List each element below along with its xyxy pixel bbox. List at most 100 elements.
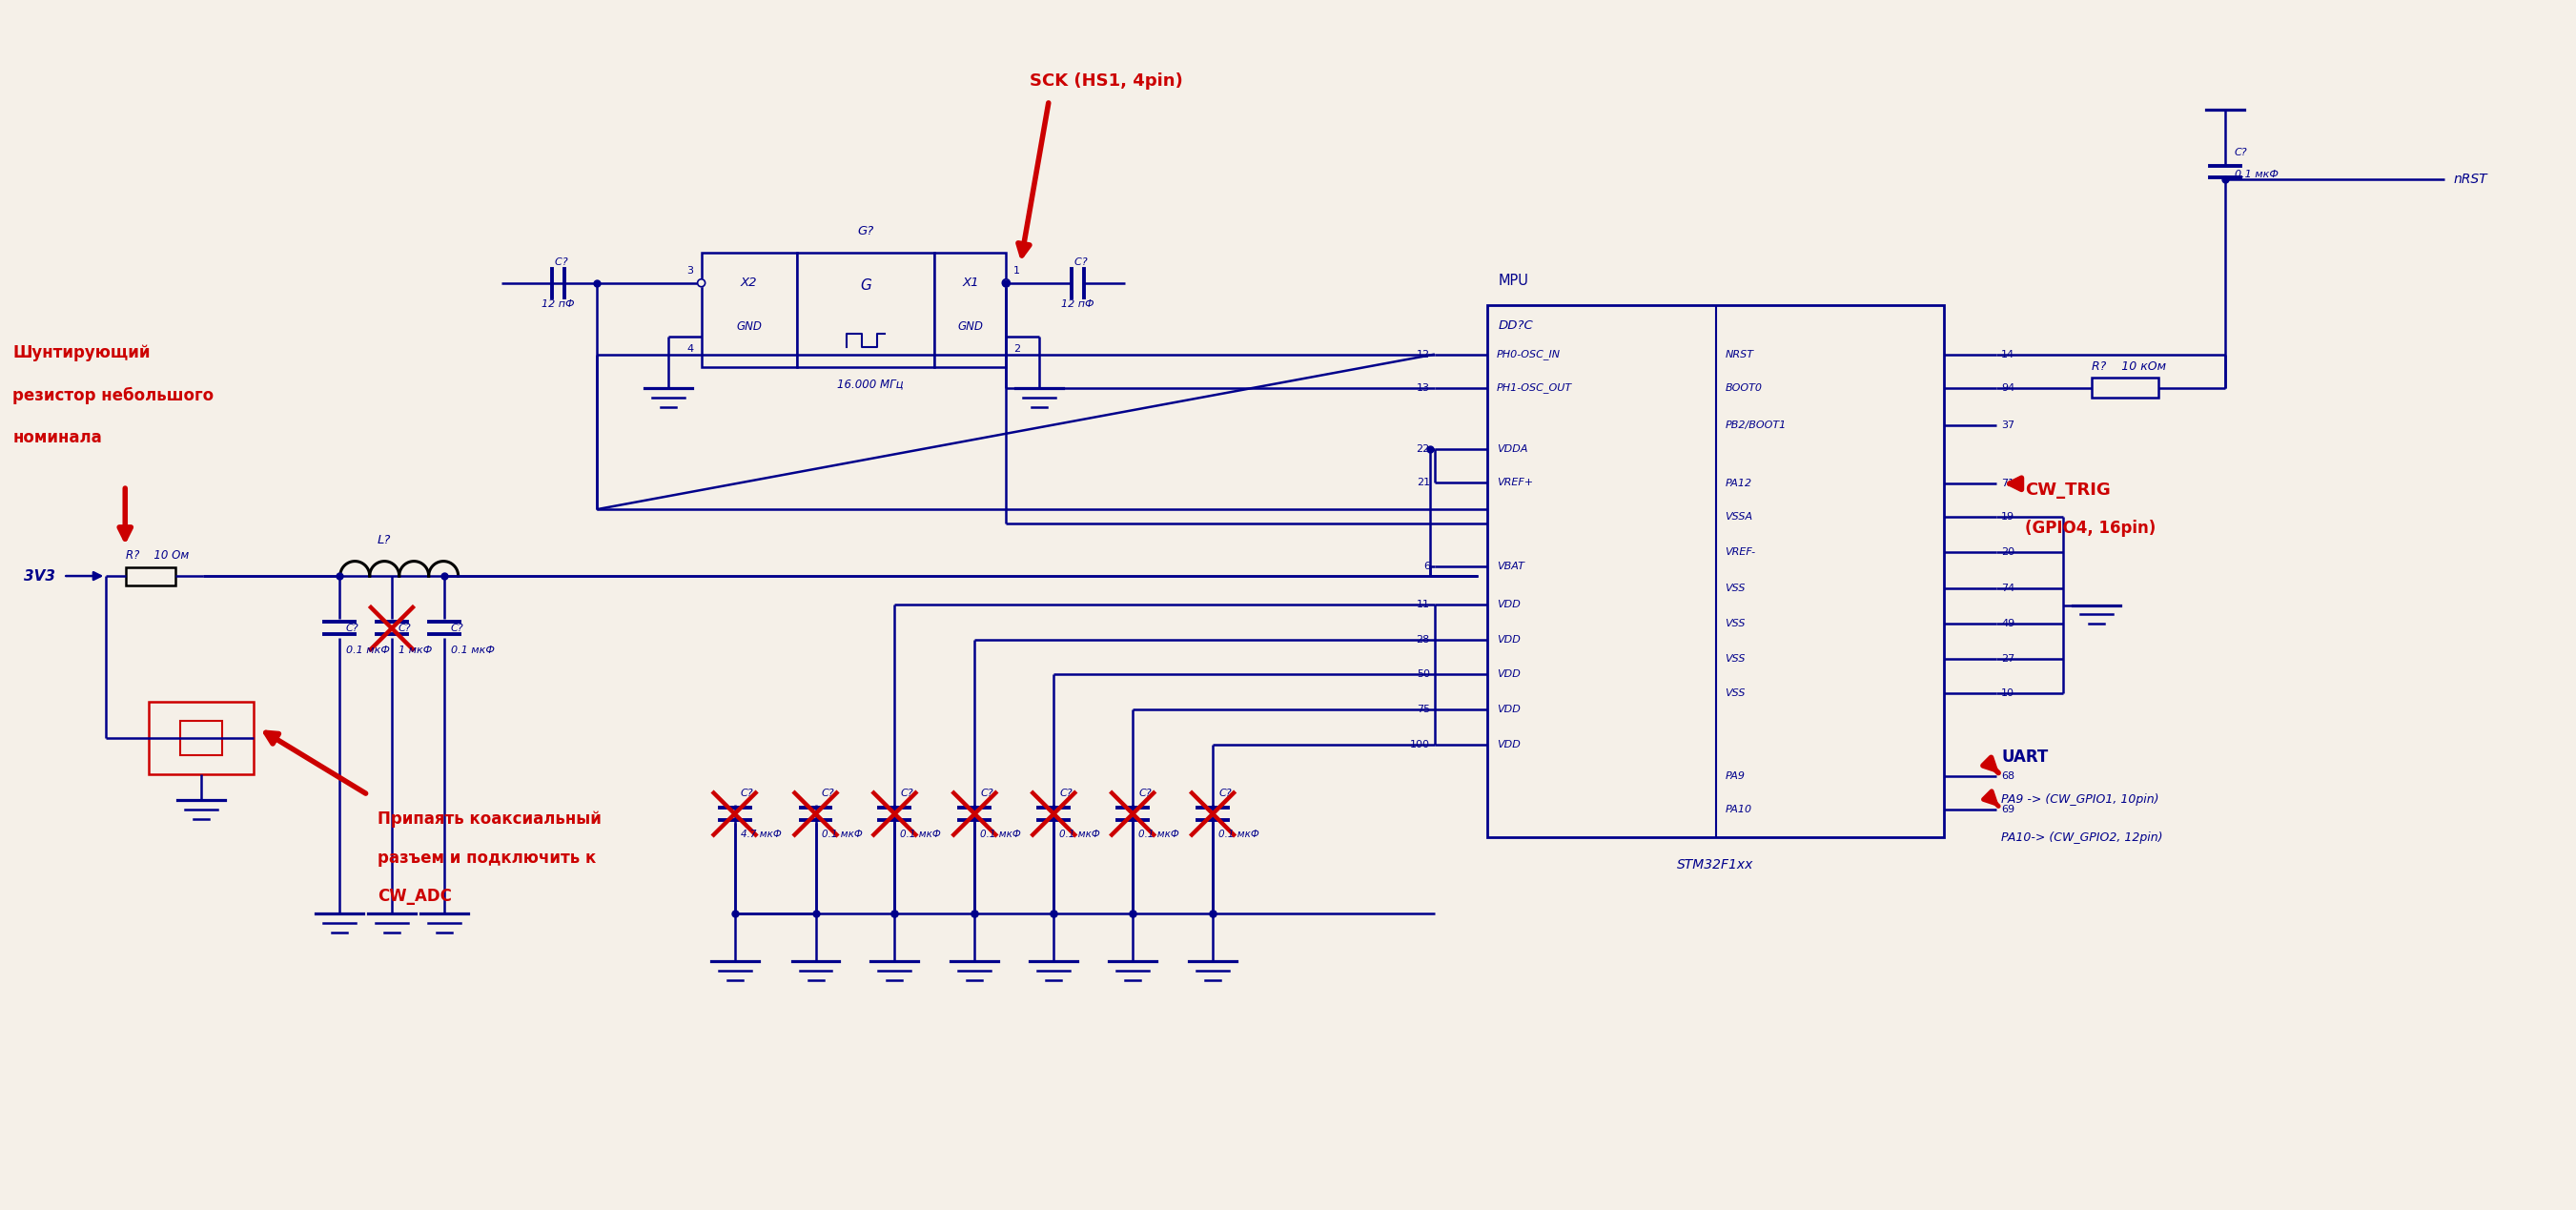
Bar — [701, 253, 796, 367]
Text: VSS: VSS — [1726, 618, 1747, 628]
Text: 21: 21 — [1417, 478, 1430, 488]
Circle shape — [698, 280, 706, 287]
Text: C?: C? — [549, 258, 569, 266]
Text: 28: 28 — [1417, 635, 1430, 645]
Text: 2: 2 — [1015, 344, 1020, 353]
Text: 49: 49 — [2002, 618, 2014, 628]
Text: C?: C? — [451, 623, 464, 633]
Text: C?: C? — [902, 788, 914, 797]
Text: 71: 71 — [2002, 479, 2014, 489]
Text: 1 мкФ: 1 мкФ — [399, 645, 433, 655]
Text: резистор небольшого: резистор небольшого — [13, 386, 214, 404]
Text: GND: GND — [737, 321, 762, 333]
Text: C?: C? — [2233, 148, 2249, 157]
Text: 20: 20 — [2002, 547, 2014, 557]
Text: 19: 19 — [2002, 512, 2014, 522]
Text: VDD: VDD — [1497, 600, 1520, 610]
Text: 0.1 мкФ: 0.1 мкФ — [1139, 830, 1180, 840]
Text: X2: X2 — [742, 277, 757, 289]
Text: 50: 50 — [1417, 669, 1430, 679]
Text: 0.1 мкФ: 0.1 мкФ — [451, 645, 495, 655]
Text: 74: 74 — [2002, 583, 2014, 593]
Text: VSS: VSS — [1726, 688, 1747, 698]
Text: номинала: номинала — [13, 430, 103, 446]
Text: PA10-> (CW_GPIO2, 12pin): PA10-> (CW_GPIO2, 12pin) — [2002, 831, 2164, 843]
Text: C?: C? — [1139, 788, 1151, 797]
Text: G: G — [860, 278, 871, 293]
Text: VREF-: VREF- — [1726, 547, 1757, 557]
Text: C?: C? — [822, 788, 835, 797]
Text: 4: 4 — [688, 344, 693, 353]
Text: CW_TRIG: CW_TRIG — [2025, 482, 2110, 499]
Text: VSSA: VSSA — [1726, 512, 1752, 522]
Text: VBAT: VBAT — [1497, 561, 1525, 571]
Text: PH1-OSC_OUT: PH1-OSC_OUT — [1497, 382, 1571, 393]
Text: 0.1 мкФ: 0.1 мкФ — [1218, 830, 1260, 840]
Text: C?: C? — [1218, 788, 1231, 797]
Text: 13: 13 — [1417, 382, 1430, 392]
Text: C?: C? — [345, 623, 358, 633]
Text: 0.1 мкФ: 0.1 мкФ — [345, 645, 389, 655]
Text: 16.000 МГц: 16.000 МГц — [837, 378, 904, 390]
Circle shape — [1002, 280, 1010, 287]
Text: 6: 6 — [1422, 561, 1430, 571]
Bar — [796, 253, 935, 367]
Text: CW_ADC: CW_ADC — [379, 888, 451, 905]
Text: 0.1 мкФ: 0.1 мкФ — [902, 830, 940, 840]
Text: G?: G? — [858, 225, 873, 238]
Text: 1: 1 — [1015, 266, 1020, 276]
Bar — [126, 567, 175, 584]
Text: 27: 27 — [2002, 653, 2014, 663]
Text: 94: 94 — [2002, 382, 2014, 392]
Text: VSS: VSS — [1726, 583, 1747, 593]
Text: 100: 100 — [1409, 739, 1430, 749]
Text: DD?C: DD?C — [1499, 319, 1533, 332]
Text: C?: C? — [1066, 258, 1087, 266]
Text: R?    10 Ом: R? 10 Ом — [126, 549, 188, 561]
Text: VREF+: VREF+ — [1497, 478, 1533, 488]
Text: VDDA: VDDA — [1497, 445, 1528, 454]
Bar — [935, 253, 1007, 367]
Text: UART: UART — [2002, 748, 2048, 766]
Text: VDD: VDD — [1497, 739, 1520, 749]
Text: Припаять коаксиальный: Припаять коаксиальный — [379, 809, 600, 828]
Text: GND: GND — [958, 321, 984, 333]
Text: PA10: PA10 — [1726, 805, 1752, 814]
Text: 69: 69 — [2002, 805, 2014, 814]
Text: 10: 10 — [2002, 688, 2014, 698]
Text: MPU: MPU — [1499, 273, 1530, 288]
Text: nRST: nRST — [2455, 173, 2488, 186]
Text: 11: 11 — [1417, 600, 1430, 610]
Text: PA9: PA9 — [1726, 771, 1744, 780]
Text: C?: C? — [399, 623, 412, 633]
Text: 4.7 мкФ: 4.7 мкФ — [739, 830, 781, 840]
Text: 0.1 мкФ: 0.1 мкФ — [1059, 830, 1100, 840]
Text: C?: C? — [739, 788, 752, 797]
Text: VDD: VDD — [1497, 669, 1520, 679]
Bar — [180, 721, 222, 755]
Text: PA12: PA12 — [1726, 479, 1752, 489]
Text: VDD: VDD — [1497, 635, 1520, 645]
Text: R?    10 кОм: R? 10 кОм — [2092, 361, 2166, 373]
Text: разъем и подключить к: разъем и подключить к — [379, 849, 595, 868]
Text: Шунтирующий: Шунтирующий — [13, 344, 149, 361]
Text: 12: 12 — [1417, 350, 1430, 359]
Text: 14: 14 — [2002, 350, 2014, 359]
Text: STM32F1xx: STM32F1xx — [1677, 859, 1754, 872]
Text: SCK (HS1, 4pin): SCK (HS1, 4pin) — [1030, 73, 1182, 90]
Bar — [1486, 305, 1945, 837]
Text: 12 пФ: 12 пФ — [1061, 299, 1095, 309]
Text: L?: L? — [379, 534, 392, 546]
Text: BOOT0: BOOT0 — [1726, 382, 1762, 392]
Text: 0.1 мкФ: 0.1 мкФ — [822, 830, 863, 840]
Text: PH0-OSC_IN: PH0-OSC_IN — [1497, 350, 1561, 359]
Text: 3: 3 — [688, 266, 693, 276]
Text: 75: 75 — [1417, 704, 1430, 714]
Text: 3V3: 3V3 — [23, 569, 57, 583]
Text: NRST: NRST — [1726, 350, 1754, 359]
Text: 0.1 мкФ: 0.1 мкФ — [2233, 169, 2280, 179]
Text: C?: C? — [1059, 788, 1072, 797]
Text: 12 пФ: 12 пФ — [541, 299, 574, 309]
Text: 0.1 мкФ: 0.1 мкФ — [981, 830, 1020, 840]
Text: X1: X1 — [961, 277, 979, 289]
